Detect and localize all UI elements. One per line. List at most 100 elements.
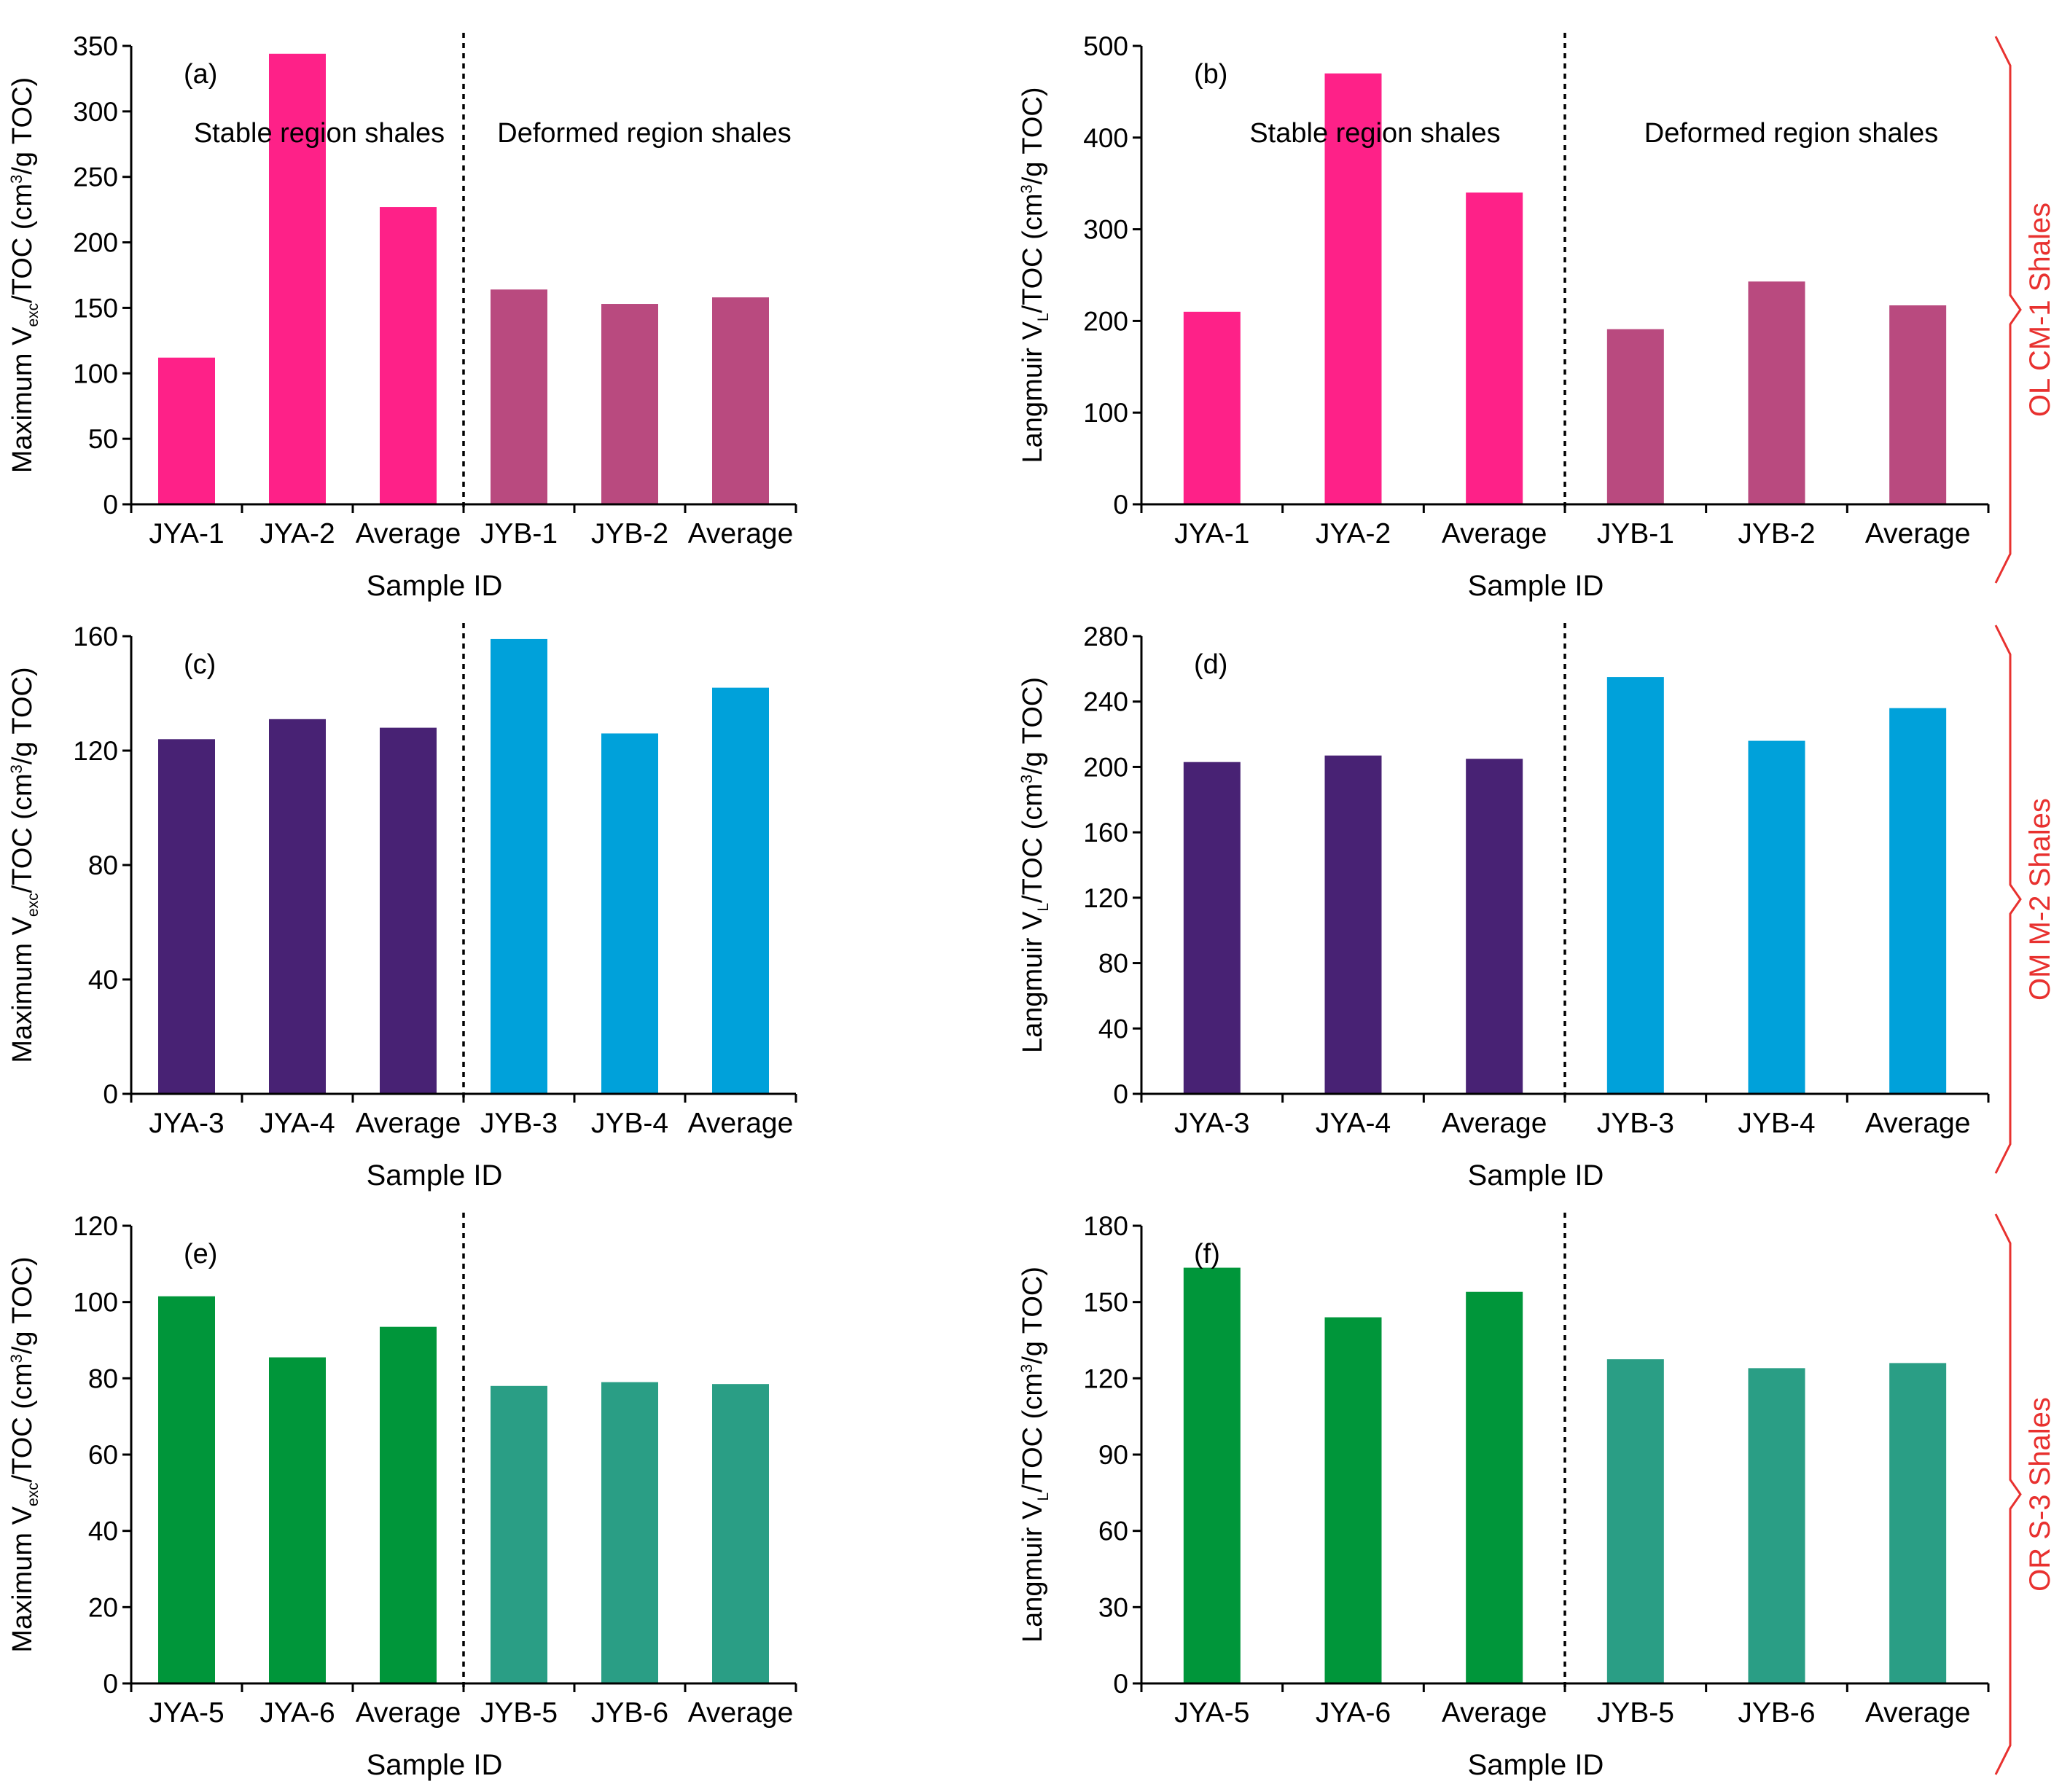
bar-average-2 bbox=[380, 1326, 437, 1683]
category-label: Average bbox=[1442, 1697, 1547, 1729]
category-label: JYA-6 bbox=[1316, 1697, 1391, 1729]
category-label: JYA-3 bbox=[149, 1108, 224, 1139]
y-tick-label: 0 bbox=[1113, 1079, 1128, 1109]
bar-average-5 bbox=[1889, 1363, 1947, 1683]
y-tick-label: 120 bbox=[1083, 883, 1128, 913]
y-tick-label: 500 bbox=[1083, 31, 1128, 61]
category-label: JYA-2 bbox=[259, 518, 335, 549]
y-tick-label: 90 bbox=[1098, 1440, 1128, 1470]
bar-jyb-1-3 bbox=[1606, 329, 1664, 504]
bar-average-2 bbox=[1466, 192, 1523, 504]
category-label: Average bbox=[1865, 518, 1971, 549]
category-label: JYB-4 bbox=[1738, 1108, 1815, 1139]
bar-jyb-3-3 bbox=[1606, 677, 1664, 1094]
bar-average-5 bbox=[1889, 708, 1947, 1094]
y-tick-label: 400 bbox=[1083, 123, 1128, 153]
category-label: JYB-5 bbox=[480, 1697, 558, 1729]
y-tick-label: 150 bbox=[1083, 1288, 1128, 1318]
bar-jya-4-1 bbox=[269, 719, 326, 1094]
x-axis-title: Sample ID bbox=[1468, 1159, 1604, 1192]
category-label: JYA-4 bbox=[1316, 1108, 1391, 1139]
category-label: Average bbox=[688, 1108, 794, 1139]
group-bracket-0: OL CM-1 Shales bbox=[1994, 36, 2056, 584]
chart-panel-a: 0 50 100 150 200 250 300 350 JYA-1 JYA-2 Average JY… bbox=[7, 31, 797, 602]
category-label: JYB-1 bbox=[480, 518, 558, 549]
bar-jyb-4-4 bbox=[601, 733, 658, 1094]
category-label: Average bbox=[356, 518, 461, 549]
category-label: JYA-5 bbox=[1174, 1697, 1249, 1729]
brace-shape bbox=[1994, 36, 2022, 584]
y-axis-title: Maximum Vexc/TOC (cm3/g TOC) bbox=[7, 1256, 42, 1652]
x-axis-title: Sample ID bbox=[367, 570, 503, 602]
category-label: Average bbox=[688, 518, 794, 549]
group-label: OL CM-1 Shales bbox=[2024, 203, 2056, 417]
chart-panel-f: 0 30 60 90 120 150 180 JYA-5 JYA-6 Average JYB-5 JY… bbox=[1018, 1211, 1990, 1781]
panel-label: (e) bbox=[184, 1239, 217, 1269]
bar-jyb-3-3 bbox=[491, 638, 547, 1094]
panel-label: (d) bbox=[1194, 649, 1227, 680]
bar-jya-2-1 bbox=[269, 53, 326, 505]
y-tick-label: 350 bbox=[73, 31, 118, 61]
y-tick-label: 150 bbox=[73, 293, 118, 323]
bar-jyb-5-3 bbox=[1606, 1359, 1664, 1683]
chart-panel-b: 0 100 200 300 400 500 JYA-1 JYA-2 Average JYB-1 JY… bbox=[1018, 31, 1990, 602]
y-tick-label: 240 bbox=[1083, 687, 1128, 717]
deformed-region-label: Deformed region shales bbox=[497, 118, 791, 149]
category-label: Average bbox=[1865, 1697, 1971, 1729]
bar-average-5 bbox=[712, 1384, 769, 1683]
x-axis-title: Sample ID bbox=[367, 1749, 503, 1781]
bar-jyb-6-4 bbox=[601, 1382, 658, 1683]
group-label: OR S-3 Shales bbox=[2024, 1397, 2056, 1592]
y-tick-label: 0 bbox=[1113, 490, 1128, 520]
y-tick-label: 200 bbox=[1083, 306, 1128, 336]
category-label: JYA-3 bbox=[1174, 1108, 1249, 1139]
category-label: JYA-5 bbox=[149, 1697, 224, 1729]
y-tick-label: 100 bbox=[1083, 398, 1128, 428]
group-bracket-2: OR S-3 Shales bbox=[1994, 1213, 2056, 1775]
chart-panel-d: 0 40 80 120 160 200 240 280 JYA-3 JYA-4 Average JYB… bbox=[1018, 622, 1990, 1192]
bar-jya-5-0 bbox=[158, 1296, 215, 1683]
category-label: Average bbox=[356, 1108, 461, 1139]
x-axis-title: Sample ID bbox=[367, 1159, 503, 1192]
bar-jyb-2-4 bbox=[601, 304, 658, 504]
bar-jya-3-0 bbox=[158, 739, 215, 1094]
y-tick-label: 120 bbox=[73, 736, 118, 766]
category-label: Average bbox=[1442, 1108, 1547, 1139]
category-label: Average bbox=[356, 1697, 461, 1729]
chart-panel-c: 0 40 80 120 160 JYA-3 JYA-4 Average JYB-3 JYB-4 Av… bbox=[7, 622, 797, 1192]
y-tick-label: 160 bbox=[73, 622, 118, 652]
bar-average-2 bbox=[380, 207, 437, 504]
y-tick-label: 0 bbox=[103, 1669, 118, 1699]
category-label: JYA-4 bbox=[259, 1108, 335, 1139]
category-label: JYA-2 bbox=[1316, 518, 1391, 549]
category-label: JYB-3 bbox=[1597, 1108, 1674, 1139]
y-tick-label: 300 bbox=[73, 97, 118, 127]
deformed-region-label: Deformed region shales bbox=[1644, 118, 1938, 149]
stable-region-label: Stable region shales bbox=[1249, 118, 1500, 149]
category-label: JYB-5 bbox=[1597, 1697, 1674, 1729]
category-label: Average bbox=[1442, 518, 1547, 549]
category-label: JYB-2 bbox=[1738, 518, 1815, 549]
category-label: JYB-3 bbox=[480, 1108, 558, 1139]
bar-jya-1-0 bbox=[1183, 311, 1241, 504]
y-tick-label: 0 bbox=[103, 1079, 118, 1109]
bar-jyb-2-4 bbox=[1748, 281, 1805, 504]
y-tick-label: 180 bbox=[1083, 1211, 1128, 1241]
bar-average-2 bbox=[1466, 1291, 1523, 1683]
y-tick-label: 40 bbox=[88, 965, 118, 995]
brace-shape bbox=[1994, 625, 2022, 1174]
bar-average-5 bbox=[712, 297, 769, 504]
bar-average-2 bbox=[1466, 759, 1523, 1094]
bar-jya-3-0 bbox=[1183, 762, 1241, 1094]
y-tick-label: 20 bbox=[88, 1592, 118, 1622]
category-label: JYA-1 bbox=[1174, 518, 1249, 549]
y-tick-label: 40 bbox=[1098, 1014, 1128, 1044]
bar-jya-1-0 bbox=[158, 357, 215, 504]
group-bracket-1: OM M-2 Shales bbox=[1994, 625, 2056, 1174]
y-tick-label: 60 bbox=[1098, 1517, 1128, 1546]
panel-label: (f) bbox=[1194, 1239, 1220, 1269]
category-label: JYB-4 bbox=[591, 1108, 668, 1139]
y-tick-label: 280 bbox=[1083, 622, 1128, 652]
category-label: JYB-1 bbox=[1597, 518, 1674, 549]
